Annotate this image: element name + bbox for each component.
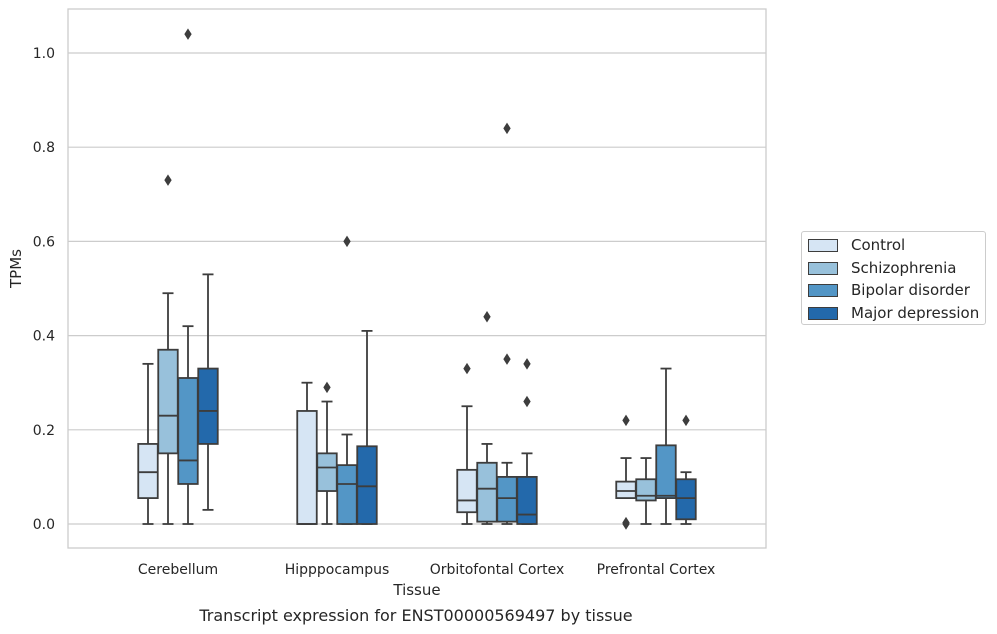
- box-iqr: [456, 468, 478, 514]
- box-major-depression: [356, 329, 378, 525]
- legend-swatch: [808, 283, 838, 297]
- x-tick-label: Cerebellum: [138, 562, 218, 578]
- x-tick-label: Orbitofontal Cortex: [430, 562, 565, 578]
- box-iqr: [336, 464, 358, 525]
- box-iqr: [177, 377, 199, 485]
- box-schizophrenia: [157, 174, 179, 525]
- legend-label: Bipolar disorder: [851, 281, 970, 299]
- y-axis-label: TPMs: [7, 249, 25, 289]
- box-iqr: [157, 348, 179, 455]
- box-iqr: [635, 478, 657, 502]
- legend-swatch: [808, 261, 838, 275]
- box-schizophrenia: [476, 311, 498, 525]
- box-control: [456, 362, 478, 525]
- x-tick-labels: Cerebellum Hipppocampus Orbitofontal Corte…: [138, 562, 715, 578]
- box-iqr: [197, 367, 219, 445]
- box-control: [296, 381, 318, 525]
- box-iqr: [496, 475, 518, 523]
- x-tick-label: Prefrontal Cortex: [597, 562, 716, 578]
- legend-label: Major depression: [851, 304, 980, 322]
- y-tick-label: 0.4: [33, 329, 55, 345]
- box-iqr: [296, 410, 318, 525]
- box-iqr: [655, 444, 677, 499]
- box-iqr: [356, 445, 378, 525]
- legend-label: Schizophrenia: [851, 259, 957, 277]
- legend-swatch: [808, 306, 838, 320]
- outlier-point: [343, 235, 351, 248]
- outlier-point: [503, 353, 511, 365]
- box-iqr: [615, 480, 637, 499]
- box-schizophrenia: [316, 381, 338, 525]
- plot-frame: [67, 8, 767, 549]
- box-bipolar-disorder: [336, 235, 358, 525]
- box-series: [137, 28, 697, 530]
- legend-swatch: [808, 238, 838, 252]
- box-schizophrenia: [635, 457, 657, 525]
- box-major-depression: [675, 414, 697, 525]
- box-iqr: [675, 478, 697, 521]
- x-axis-label: Tissue: [392, 581, 440, 599]
- legend-item-major-depression: Major depression: [808, 303, 979, 323]
- outlier-point: [463, 362, 471, 375]
- chart-title: Transcript expression for ENST0000056949…: [199, 606, 633, 625]
- box-bipolar-disorder: [496, 122, 518, 525]
- outlier-point: [523, 358, 531, 370]
- legend: Control Schizophrenia Bipolar disorder M…: [801, 231, 986, 325]
- y-tick-label: 0.0: [33, 517, 55, 533]
- outlier-point: [622, 516, 630, 529]
- box-iqr: [137, 443, 159, 499]
- box-control: [137, 362, 159, 525]
- box-bipolar-disorder: [655, 367, 677, 525]
- box-major-depression: [516, 358, 538, 525]
- outlier-point: [184, 28, 192, 40]
- outlier-point: [622, 414, 630, 427]
- outlier-point: [503, 122, 511, 135]
- outlier-point: [323, 381, 331, 394]
- box-major-depression: [197, 273, 219, 511]
- y-tick-label: 1.0: [33, 46, 55, 62]
- box-iqr: [516, 475, 538, 525]
- box-bipolar-disorder: [177, 28, 199, 525]
- legend-label: Control: [851, 236, 906, 254]
- box-iqr: [316, 452, 338, 492]
- legend-item-control: Control: [808, 235, 905, 255]
- y-tick-label: 0.8: [33, 140, 55, 156]
- outlier-point: [483, 311, 491, 323]
- outlier-point: [164, 174, 172, 186]
- box-control: [615, 414, 637, 530]
- legend-item-bipolar-disorder: Bipolar disorder: [808, 280, 970, 300]
- y-tick-label: 0.2: [33, 423, 55, 439]
- box-iqr: [476, 461, 498, 523]
- outlier-point: [682, 414, 690, 427]
- x-tick-label: Hipppocampus: [285, 562, 390, 578]
- legend-item-schizophrenia: Schizophrenia: [808, 258, 956, 278]
- y-tick-label: 0.6: [33, 234, 55, 250]
- y-tick-labels: 0.0 0.2 0.4 0.6 0.8 1.0: [33, 46, 55, 533]
- outlier-point: [523, 395, 531, 408]
